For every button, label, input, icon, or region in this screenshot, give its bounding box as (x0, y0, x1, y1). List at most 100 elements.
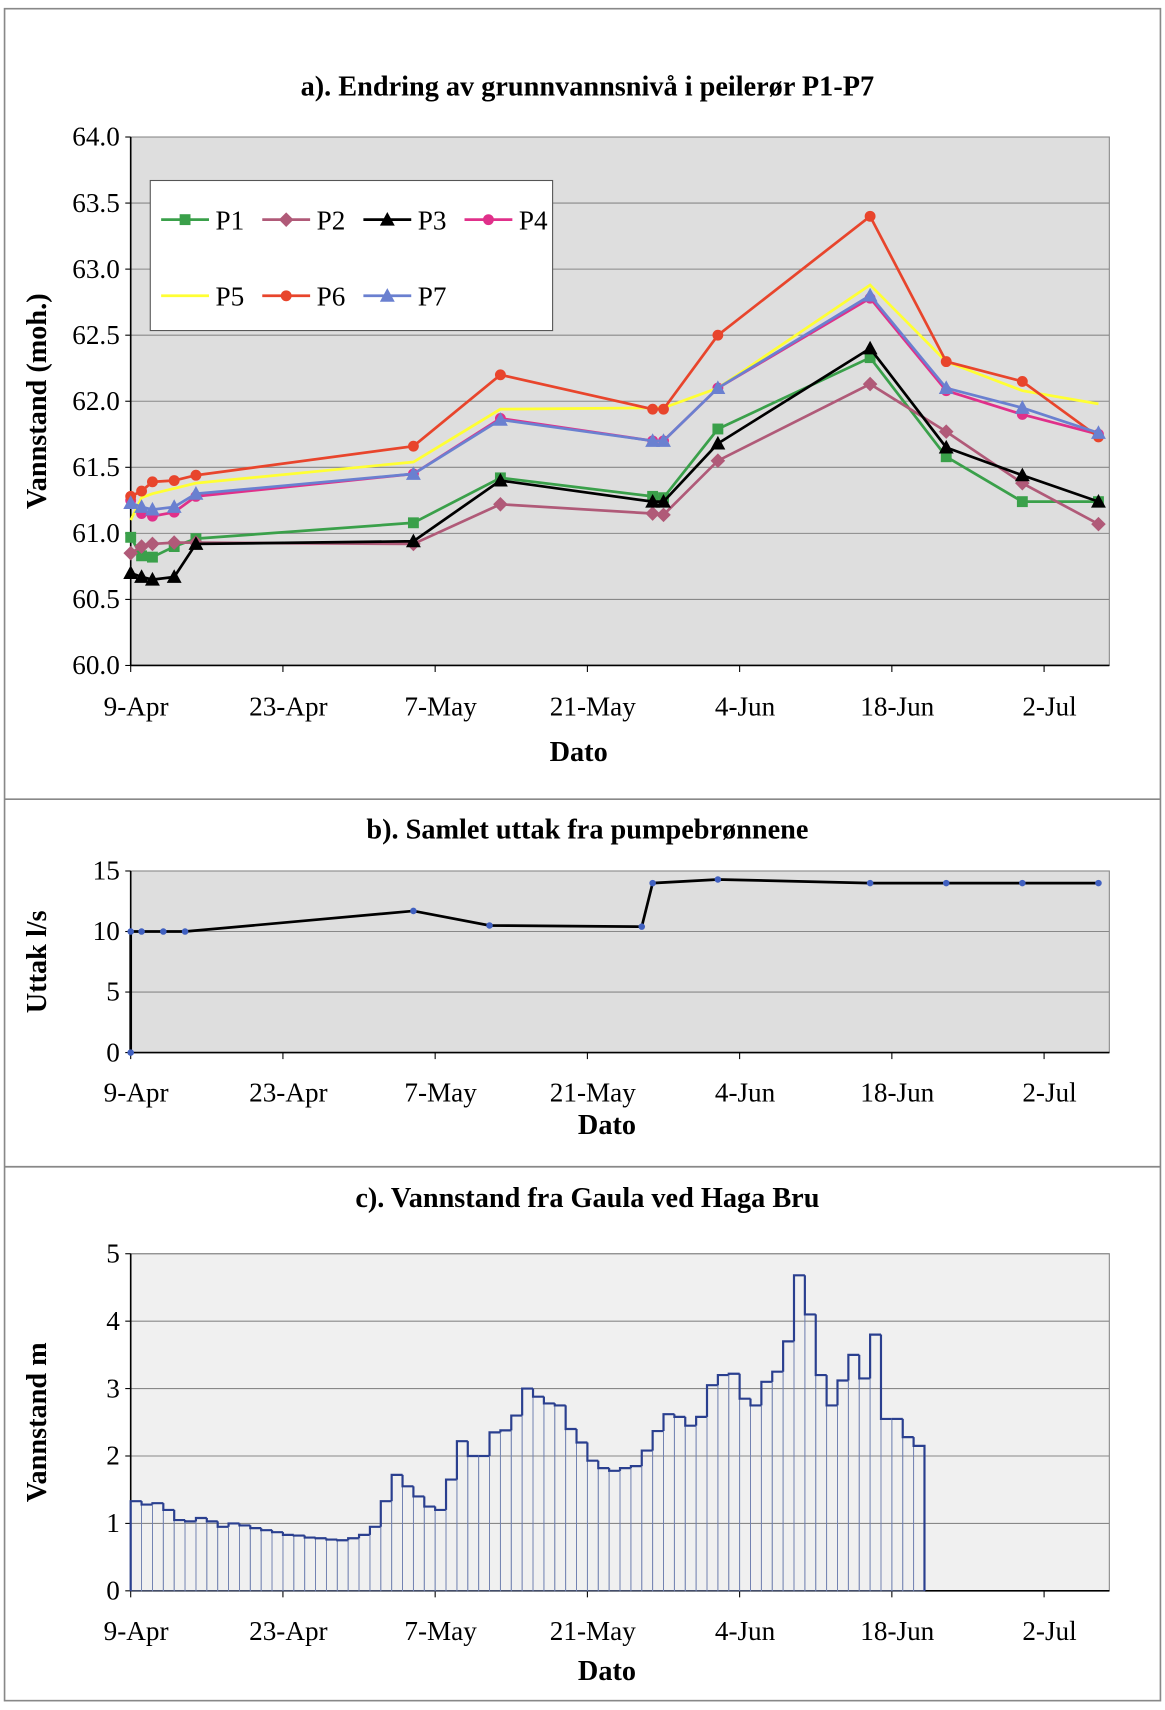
bar-top (379, 1500, 392, 1527)
marker (645, 493, 661, 508)
marker (1016, 496, 1028, 508)
bar-top (629, 1465, 642, 1469)
marker (145, 501, 160, 516)
x-tick-label: 18-Jun (860, 1616, 934, 1646)
bar-top (390, 1473, 403, 1502)
x-tick-label: 4-Jun (715, 1616, 776, 1646)
legend-label: P7 (418, 282, 447, 312)
marker (645, 506, 660, 521)
marker (166, 569, 182, 583)
marker (714, 876, 722, 883)
bar-top (662, 1413, 675, 1432)
marker (1091, 493, 1106, 508)
marker (188, 536, 204, 550)
bar-top (205, 1518, 218, 1523)
y-axis-label: Vannstand (moh.) (22, 293, 53, 509)
legend (149, 179, 554, 332)
marker (483, 214, 494, 226)
bar-top (901, 1418, 914, 1439)
bar-top (705, 1384, 718, 1417)
marker (145, 536, 160, 552)
bar-top (227, 1522, 240, 1527)
marker (145, 571, 160, 586)
bar-top (455, 1440, 468, 1480)
bar-top (303, 1535, 316, 1539)
bar-top (444, 1478, 457, 1510)
marker (710, 435, 726, 450)
marker (166, 535, 182, 550)
bar-top (673, 1414, 686, 1418)
y-tick-label: 3 (106, 1373, 120, 1403)
marker (862, 340, 878, 355)
marker (938, 424, 954, 439)
bar-top (488, 1431, 501, 1456)
bar-top (357, 1533, 370, 1539)
bar-top (879, 1334, 892, 1420)
bar-top (194, 1516, 207, 1522)
x-tick-label: 9-Apr (104, 691, 169, 721)
marker (938, 380, 954, 395)
marker (649, 879, 656, 887)
marker (1016, 375, 1028, 387)
marker (492, 412, 508, 426)
marker (405, 466, 421, 480)
bar-top (292, 1534, 305, 1537)
bar-top (847, 1353, 860, 1381)
marker (138, 928, 145, 935)
marker (136, 485, 148, 497)
bar-top (684, 1416, 697, 1427)
bar-top (336, 1539, 349, 1542)
marker (862, 376, 878, 392)
marker (656, 433, 671, 447)
y-axis-label: Vannstand m (22, 1342, 53, 1502)
bar-top (216, 1521, 229, 1528)
marker (147, 551, 158, 563)
marker (168, 475, 180, 486)
y-tick-label: 1 (106, 1508, 120, 1538)
x-axis-label: Dato (578, 1656, 636, 1687)
marker (1091, 425, 1106, 439)
x-tick-label: 23-Apr (249, 1078, 327, 1108)
x-tick-label: 23-Apr (249, 691, 327, 721)
y-tick-label: 62.0 (72, 386, 120, 416)
marker (940, 356, 952, 368)
bar-top (423, 1496, 436, 1508)
bar-top (249, 1525, 262, 1530)
bar-top (836, 1379, 849, 1406)
marker (492, 472, 508, 487)
y-tick-label: 5 (106, 977, 120, 1007)
marker (656, 493, 671, 508)
marker (645, 433, 661, 447)
bar-top (281, 1532, 294, 1536)
bar-top (803, 1275, 816, 1316)
bar-top (325, 1538, 338, 1541)
bar-top (782, 1340, 794, 1372)
bar-top (434, 1506, 447, 1512)
bar-top (129, 1500, 142, 1591)
marker (190, 469, 202, 481)
marker (410, 907, 417, 915)
x-tick-label: 18-Jun (860, 1078, 934, 1108)
y-tick-label: 62.5 (72, 320, 120, 350)
marker (123, 495, 139, 509)
marker (123, 565, 139, 579)
bar-top (825, 1375, 838, 1407)
marker (188, 486, 204, 500)
marker (278, 212, 294, 227)
chart-title: c). Vannstand fra Gaula ved Haga Bru (355, 1183, 819, 1214)
bar-top (771, 1370, 784, 1382)
y-axis-label: Uttak l/s (22, 910, 53, 1013)
bar-top (260, 1528, 273, 1532)
marker (486, 922, 493, 929)
marker (405, 533, 421, 548)
y-tick-label: 0 (106, 1037, 120, 1067)
marker (160, 928, 167, 935)
bar-top (238, 1523, 251, 1527)
x-tick-label: 21-May (550, 1616, 636, 1646)
y-tick-label: 0 (106, 1576, 120, 1606)
bar-top (270, 1530, 283, 1534)
bar-top (140, 1501, 153, 1506)
bar-top (695, 1415, 708, 1426)
x-tick-label: 21-May (550, 1078, 636, 1108)
